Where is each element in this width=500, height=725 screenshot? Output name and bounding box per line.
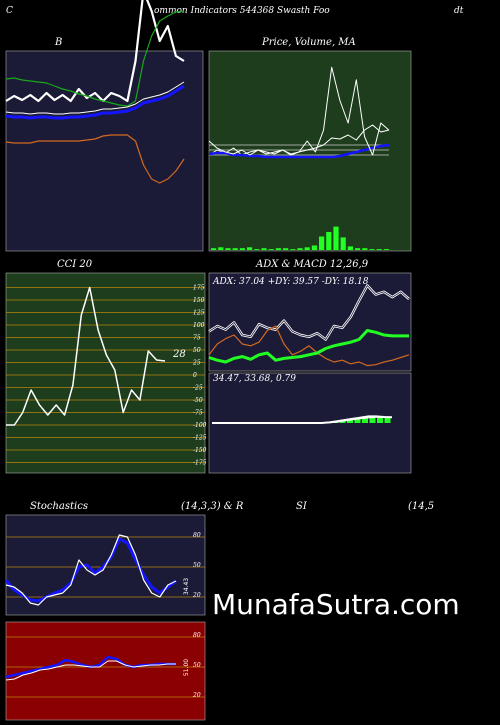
- rsi-panel: [5, 621, 206, 721]
- bollinger-panel: [5, 50, 204, 252]
- cci-tick-label: -25: [193, 385, 203, 392]
- volume-bar: [347, 246, 353, 250]
- price-title: Price, Volume, MA: [262, 37, 356, 48]
- price-ma-long-line: [208, 143, 390, 159]
- cci-tick-label: 125: [193, 310, 205, 317]
- stoch-k-line: [5, 534, 177, 606]
- macd-line: [212, 415, 393, 424]
- cci-tick-label: 175: [193, 285, 205, 292]
- rsi-current-value: 51.00: [183, 658, 191, 677]
- macd-hist-bar: [369, 416, 376, 423]
- stoch-title: Stochastics: [30, 501, 88, 512]
- volume-bar: [355, 248, 361, 250]
- volume-bar: [218, 247, 224, 250]
- stoch-d-line: [4, 537, 177, 603]
- cci-tick-label: -75: [193, 410, 203, 417]
- volume-bar: [297, 248, 303, 250]
- volume-bar: [254, 249, 260, 250]
- cci-tick-label: -150: [193, 447, 207, 454]
- macd-hist-bar: [384, 417, 391, 423]
- munafasutra-watermark: MunafaSutra.com: [212, 588, 460, 621]
- volume-bar: [376, 249, 382, 250]
- volume-bar: [311, 245, 317, 250]
- volume-bar: [319, 236, 325, 250]
- cci-tick-label: -50: [193, 397, 203, 404]
- rsi-params: (14,5: [408, 501, 435, 512]
- minus-dy-line: [208, 325, 410, 367]
- boll-mid-shadow-line: [5, 81, 185, 115]
- price-close-line: [208, 66, 390, 156]
- macd-hist-bar: [362, 416, 368, 423]
- volume-bar: [239, 248, 245, 250]
- volume-bar: [369, 249, 375, 250]
- adx-readout: ADX: 37.04 +DY: 39.57 -DY: 18.18: [213, 277, 369, 287]
- stoch-params: (14,3,3) & R: [181, 501, 244, 512]
- cci-tick-label: 150: [193, 297, 205, 304]
- plus-dy-line: [208, 329, 409, 364]
- volume-bar: [261, 248, 267, 250]
- macd-readout: 34.47, 33.68, 0.79: [213, 374, 297, 384]
- cci-tick-label: 50: [193, 347, 201, 354]
- cci-line: [6, 286, 166, 426]
- cci-tick-label: -175: [193, 460, 207, 467]
- volume-bar: [326, 232, 332, 250]
- cci-tick-label: 100: [193, 322, 205, 329]
- volume-bar: [333, 226, 339, 250]
- boll-mid-line: [5, 84, 185, 120]
- stoch-tick-label: 80: [193, 532, 201, 539]
- macd-hist-bar: [347, 418, 353, 423]
- adx-line-inner: [208, 285, 410, 340]
- volume-bar: [211, 248, 217, 250]
- volume-bar: [283, 248, 289, 250]
- cci-current-value: 28: [173, 349, 186, 360]
- adx-macd-title: ADX & MACD 12,26,9: [256, 259, 369, 270]
- boll-price-line: [5, 0, 185, 103]
- volume-bar: [290, 249, 296, 250]
- volume-bar: [304, 247, 310, 250]
- cci-tick-label: 25: [192, 360, 201, 367]
- macd-hist-bar: [377, 417, 383, 423]
- bollinger-title: B: [55, 37, 63, 48]
- cci-tick-label: 75: [193, 335, 201, 342]
- stoch-tick-label: 50: [193, 562, 201, 569]
- header-center: ommon Indicators 544368 Swasth Foo: [154, 6, 330, 16]
- stoch-current-value: 34.43: [183, 577, 191, 596]
- boll-lower-line: [5, 134, 185, 184]
- header-right: dt: [454, 6, 464, 16]
- volume-bar: [268, 249, 274, 250]
- cci-tick-label: -100: [193, 422, 207, 429]
- volume-bar: [383, 249, 389, 250]
- rsi-tick-label: 20: [192, 692, 201, 699]
- rsi-tick-label: 50: [193, 662, 201, 669]
- stoch-tick-label: 20: [192, 592, 201, 599]
- volume-bar: [362, 248, 368, 250]
- macd-hist-bar: [354, 417, 361, 423]
- volume-bar: [232, 248, 238, 250]
- header-left: C: [6, 6, 13, 16]
- rsi-tick-label: 80: [193, 632, 201, 639]
- cci-tick-label: -125: [193, 435, 207, 442]
- cci-panel: [5, 272, 206, 474]
- rsi-title: SI: [296, 501, 307, 512]
- rsi-signal-line: [5, 660, 176, 681]
- volume-bar: [225, 248, 231, 250]
- volume-bar: [247, 247, 253, 250]
- volume-bar: [275, 248, 281, 250]
- boll-upper-line: [5, 10, 185, 107]
- cci-tick-label: 0: [193, 372, 197, 379]
- cci-title: CCI 20: [57, 259, 93, 270]
- volume-bar: [340, 237, 346, 250]
